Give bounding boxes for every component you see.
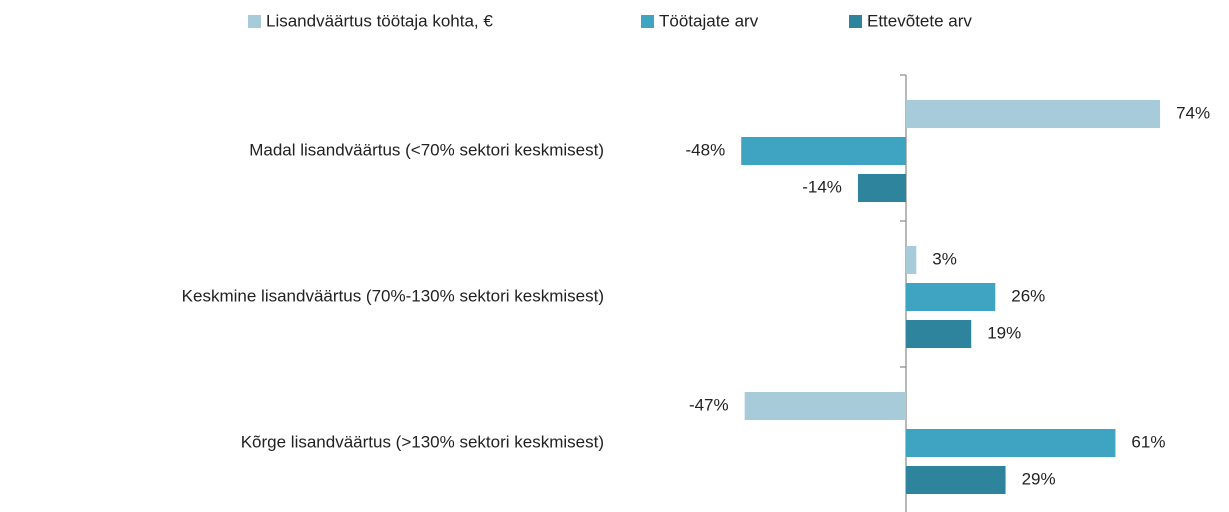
category-label: Madal lisandväärtus (<70% sektori keskmi… xyxy=(249,140,604,159)
data-label: -48% xyxy=(686,140,726,159)
legend-label: Töötajate arv xyxy=(659,11,759,30)
bar xyxy=(906,320,972,348)
legend-swatch xyxy=(641,15,654,28)
legend-label: Ettevõtete arv xyxy=(867,11,972,30)
category-label: Kõrge lisandväärtus (>130% sektori keskm… xyxy=(241,432,604,451)
data-label: 19% xyxy=(987,323,1021,342)
data-label: 3% xyxy=(932,249,957,268)
bar xyxy=(857,174,906,202)
bar xyxy=(906,283,996,311)
bar xyxy=(741,137,906,165)
legend-label: Lisandväärtus töötaja kohta, € xyxy=(266,11,493,30)
bar xyxy=(744,392,906,420)
data-label: -47% xyxy=(689,395,729,414)
data-label: 74% xyxy=(1176,103,1210,122)
bar xyxy=(906,100,1161,128)
bar xyxy=(906,466,1006,494)
data-label: 26% xyxy=(1011,286,1045,305)
bar xyxy=(906,429,1116,457)
legend-swatch xyxy=(248,15,261,28)
data-label: 61% xyxy=(1131,432,1165,451)
data-label: 29% xyxy=(1022,469,1056,488)
bar xyxy=(906,246,917,274)
legend-swatch xyxy=(849,15,862,28)
category-label: Keskmine lisandväärtus (70%-130% sektori… xyxy=(182,286,604,305)
data-label: -14% xyxy=(802,177,842,196)
